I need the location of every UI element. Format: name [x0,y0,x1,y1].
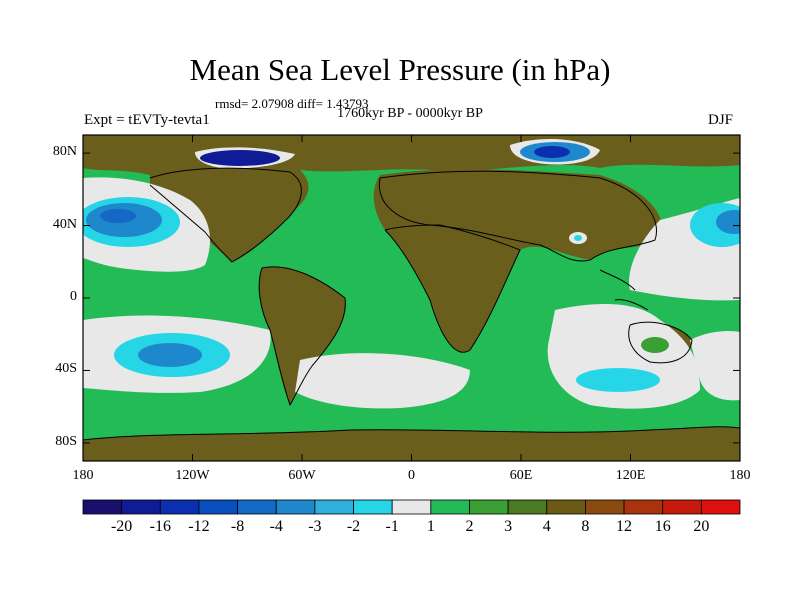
colorbar-swatch [585,499,625,515]
plot-title: Mean Sea Level Pressure (in hPa) [189,52,611,87]
lon-label: 120W [175,468,210,483]
lon-label: 60E [509,468,533,483]
eurasia-coast [378,170,657,262]
australia-green-patch [641,337,669,353]
colorbar-swatch [121,499,161,515]
indonesia-coast [599,269,649,311]
north-america-coast [149,167,302,263]
south-pacific-low-core [138,343,202,367]
colorbar-swatch [546,499,586,515]
colorbar-swatch [275,499,316,515]
tibet-low-spot [574,235,582,241]
lat-label: 0 [70,289,77,304]
eurasia-africa-region [373,169,663,353]
east-pacific-low-core [716,210,740,234]
lat-label: 40S [55,361,77,377]
colorbar-label: 12 [616,518,633,535]
colorbar-label: 1 [426,518,435,535]
lon-label: 120E [615,468,646,483]
colorbar-label: 2 [465,518,474,535]
lon-label: 180 [72,468,94,483]
axis-ticks [82,135,741,461]
colorbar-label: -16 [149,518,171,535]
colorbar-label: -1 [385,518,399,535]
australia-coast [628,321,693,364]
pressure-field [83,135,740,461]
antarctica-coast [83,426,740,441]
season-label: DJF [708,112,734,128]
colorbar-label: -4 [269,518,283,535]
aleutian-low-center [100,209,136,223]
colorbar-swatch [314,499,354,515]
south-america-coast [258,266,346,407]
period-text: 1760kyr BP - 0000kyr BP [337,106,483,121]
lon-label: 60W [288,468,316,483]
colorbar-label: 4 [542,518,551,535]
colorbar-swatch [662,499,702,515]
south-atlantic-neutral [295,353,470,409]
colorbar-swatch [430,499,470,515]
colorbar-swatch [159,499,200,515]
colorbar-swatch [237,499,277,515]
colorbar-swatch [82,499,123,515]
colorbar-swatch [353,499,393,515]
coastlines [83,167,740,441]
lat-label: 40N [52,216,77,232]
colorbar-swatch [469,499,509,515]
colorbar-label: -20 [110,518,133,535]
antarctic-region [83,426,740,461]
lon-label: 0 [408,468,415,483]
colorbar-swatch [198,499,238,515]
colorbar-label: -3 [308,518,322,535]
colorbar-label: 3 [504,518,513,535]
colorbar-swatch [507,499,548,515]
stats-text: rmsd= 2.07908 diff= 1.43793 [215,96,369,111]
colorbar-label: -2 [346,518,361,535]
lon-label: 180 [729,468,751,483]
colorbar-swatch [391,499,432,515]
experiment-label: Expt = tEVTy-tevta1 [84,112,210,128]
colorbar [82,499,741,515]
colorbar-label: -12 [188,518,210,535]
africa-coast [384,224,521,353]
lat-label: 80S [55,433,77,449]
lat-label: 80N [52,144,77,160]
barents-low-core [534,146,570,158]
colorbar-label: 16 [654,518,671,535]
colorbar-label: 8 [581,518,590,535]
south-pacific-east-neutral [690,330,740,401]
indian-ocean-low-anomaly [576,368,660,392]
colorbar-label: 20 [693,518,710,535]
colorbar-swatch [700,499,741,515]
canadian-arctic-low [200,150,280,166]
colorbar-label: -8 [230,518,245,535]
north-america-region [150,161,309,262]
colorbar-swatch [623,499,664,515]
